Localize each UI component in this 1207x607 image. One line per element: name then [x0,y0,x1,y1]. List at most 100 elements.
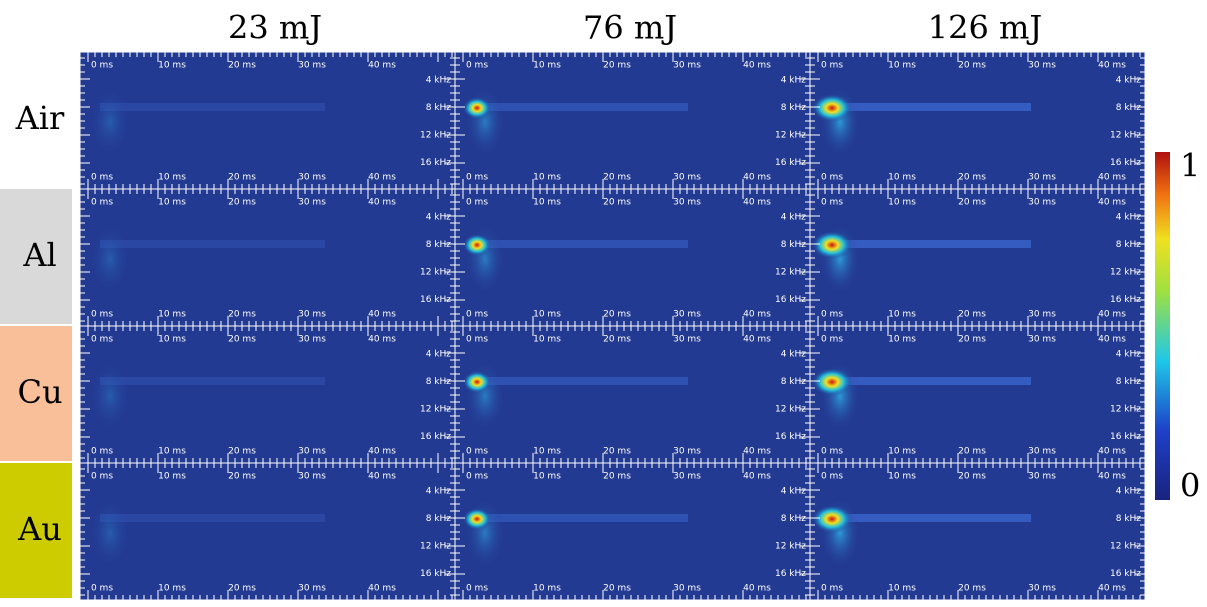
time-tick-label: 0 ms [821,173,843,183]
time-tick-label: 40 ms [1098,61,1126,71]
time-tick-label: 20 ms [958,198,986,208]
freq-tick-label: 12 kHz [1110,542,1141,552]
hot-spot [812,94,852,122]
time-tick-label: 40 ms [743,310,771,320]
time-tick-label: 40 ms [743,472,771,482]
time-tick-label: 0 ms [91,173,113,183]
row-label: Au [17,510,62,548]
time-tick-label: 0 ms [91,198,113,208]
early-energy [90,498,130,568]
time-tick-label: 40 ms [1098,584,1126,594]
time-tick-label: 20 ms [958,447,986,457]
early-energy [90,361,130,431]
time-tick-label: 40 ms [1098,335,1126,345]
freq-tick-label: 12 kHz [775,542,806,552]
column-title: 23 mJ [228,9,322,47]
time-tick-label: 40 ms [368,335,396,345]
time-tick-label: 10 ms [158,472,186,482]
time-tick-label: 20 ms [228,198,256,208]
time-tick-label: 20 ms [958,584,986,594]
time-tick-label: 0 ms [821,310,843,320]
freq-tick-label: 4 kHz [1116,213,1142,223]
time-tick-label: 30 ms [1028,173,1056,183]
freq-tick-label: 8 kHz [781,377,807,387]
time-tick-label: 10 ms [533,584,561,594]
time-tick-label: 10 ms [158,61,186,71]
time-tick-label: 20 ms [958,335,986,345]
time-tick-label: 10 ms [158,584,186,594]
freq-tick-label: 8 kHz [426,514,452,524]
time-tick-label: 10 ms [533,335,561,345]
time-tick-label: 0 ms [821,472,843,482]
freq-tick-label: 12 kHz [1110,405,1141,415]
spectrogram [809,188,1146,327]
time-tick-label: 20 ms [228,173,256,183]
time-tick-label: 30 ms [673,335,701,345]
time-tick-label: 10 ms [533,472,561,482]
time-tick-label: 30 ms [673,173,701,183]
time-tick-label: 30 ms [673,310,701,320]
freq-tick-label: 4 kHz [1116,350,1142,360]
colorbar-tick-label: 0 [1180,467,1200,505]
time-tick-label: 10 ms [888,584,916,594]
early-energy [90,87,130,157]
freq-tick-label: 16 kHz [1110,295,1141,305]
freq-tick-label: 4 kHz [1116,487,1142,497]
time-tick-label: 10 ms [888,198,916,208]
time-tick-label: 0 ms [466,447,488,457]
freq-tick-label: 8 kHz [426,103,452,113]
band-8khz [830,377,1031,385]
time-tick-label: 30 ms [1028,198,1056,208]
time-tick-label: 30 ms [298,472,326,482]
time-tick-label: 10 ms [158,310,186,320]
time-tick-label: 0 ms [466,335,488,345]
time-tick-label: 30 ms [1028,61,1056,71]
time-tick-label: 20 ms [228,447,256,457]
time-tick-label: 0 ms [821,335,843,345]
band-8khz [830,240,1031,248]
freq-tick-label: 4 kHz [1116,76,1142,86]
row-label-box [0,52,72,187]
row-label: Al [22,236,56,274]
early-energy [465,87,505,157]
time-tick-label: 40 ms [1098,173,1126,183]
time-tick-label: 40 ms [368,61,396,71]
time-tick-label: 40 ms [368,472,396,482]
freq-tick-label: 12 kHz [1110,131,1141,141]
early-energy [465,224,505,294]
spectrogram [79,51,456,190]
time-tick-label: 10 ms [533,61,561,71]
freq-tick-label: 4 kHz [781,76,807,86]
time-tick-label: 40 ms [368,584,396,594]
time-tick-label: 20 ms [228,310,256,320]
time-tick-label: 30 ms [298,584,326,594]
time-tick-label: 0 ms [466,584,488,594]
spectrogram [809,462,1146,601]
column-title: 76 mJ [583,9,677,47]
spectrogram [79,188,456,327]
time-tick-label: 40 ms [1098,447,1126,457]
time-tick-label: 20 ms [603,447,631,457]
row-label-box [0,463,72,598]
time-tick-label: 20 ms [958,472,986,482]
time-tick-label: 10 ms [158,198,186,208]
time-tick-label: 0 ms [91,310,113,320]
colorbar [1155,152,1170,500]
freq-tick-label: 8 kHz [781,103,807,113]
hot-spot [812,368,852,396]
freq-tick-label: 16 kHz [775,432,806,442]
time-tick-label: 0 ms [821,447,843,457]
time-tick-label: 30 ms [1028,584,1056,594]
time-tick-label: 40 ms [743,447,771,457]
spectrogram [79,325,456,464]
time-tick-label: 20 ms [603,472,631,482]
time-tick-label: 0 ms [91,335,113,345]
row-label: Air [15,99,65,137]
freq-tick-label: 12 kHz [775,405,806,415]
freq-tick-label: 12 kHz [775,131,806,141]
band-8khz [100,240,325,248]
time-tick-label: 20 ms [603,198,631,208]
band-8khz [475,377,688,385]
